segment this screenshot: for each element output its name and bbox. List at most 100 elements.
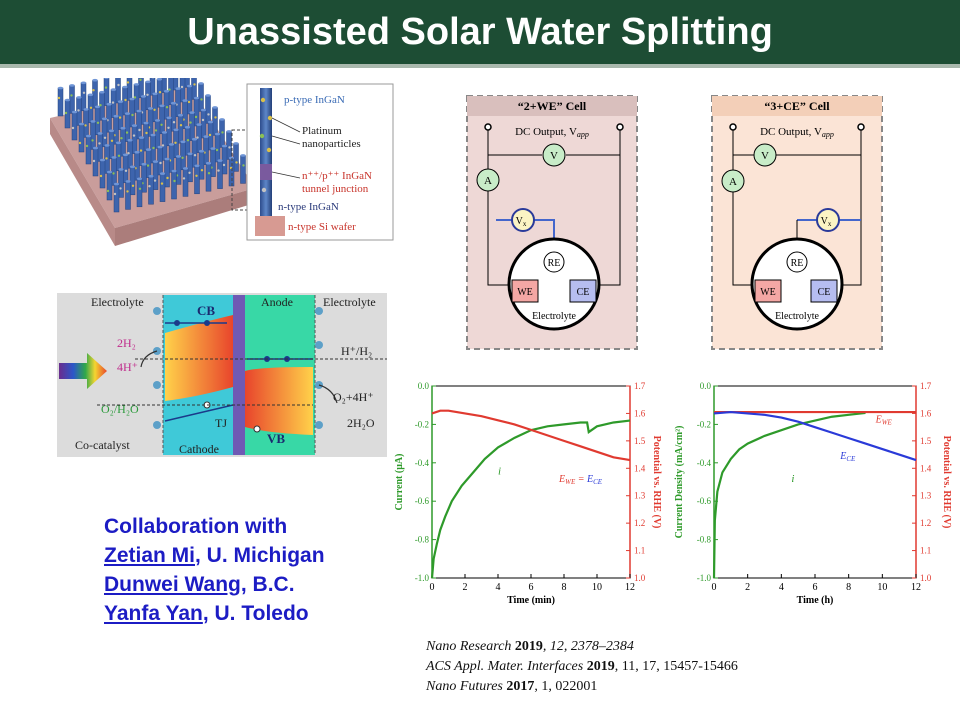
nanowire-top	[122, 153, 129, 157]
pt-particle	[161, 144, 165, 147]
y2-tick-label: 1.4	[920, 463, 932, 473]
pt-particle	[84, 124, 87, 127]
nanowire-top	[136, 177, 143, 181]
label-wafer: n-type Si wafer	[288, 221, 356, 233]
y-tick-label: -0.2	[697, 419, 711, 429]
nanowire-top	[164, 157, 170, 161]
pt-particle	[214, 116, 217, 119]
y2-tick-label: 1.7	[920, 381, 932, 391]
pt-particle	[153, 108, 156, 111]
nanowire-top	[141, 162, 147, 166]
single-nanowire	[260, 88, 272, 216]
pt-particle	[138, 128, 141, 132]
pt-particle	[242, 164, 245, 167]
pt-particle	[194, 115, 198, 119]
nanowire-top	[189, 111, 195, 114]
cell-a-dc-sub: app	[577, 130, 589, 139]
nanowire-top	[113, 182, 120, 186]
nanowire-top	[83, 108, 89, 111]
cell-b-a-meter	[721, 169, 745, 193]
label-tunnel-bottom: tunnel junction	[302, 183, 369, 195]
nanowire-top	[120, 126, 126, 130]
pt-particle	[127, 152, 130, 155]
nanowire-top	[101, 117, 108, 121]
x-tick-label: 10	[592, 582, 602, 593]
nanowire-top	[80, 81, 87, 85]
ref-3-year: 2017	[506, 679, 535, 694]
pt-particle	[126, 81, 130, 84]
nanowire-top	[76, 96, 82, 99]
y-tick-label: -0.2	[415, 419, 429, 429]
cell-a-vx-sub: x	[523, 220, 527, 228]
series-line-e-ce	[713, 410, 917, 462]
cell-a-re	[543, 251, 565, 273]
nanowire-top	[69, 84, 75, 87]
nanowire-top	[191, 137, 198, 141]
nanowire-top	[193, 96, 200, 100]
cell-a-ce-label: CE	[577, 287, 590, 298]
nanowire-top	[219, 118, 225, 121]
series-label-e-we-ce: EWE = ECE	[558, 474, 603, 486]
nanowire-top	[108, 129, 115, 133]
y-tick-label: -0.4	[697, 458, 712, 468]
svg-text:Vx: Vx	[821, 216, 832, 228]
cell-3ce-diagram: “3+CE” Cell DC Output, Vapp V A Vx RE WE…	[711, 95, 883, 350]
pt-particle	[112, 172, 115, 175]
cell-b-v-label: V	[761, 150, 769, 162]
collab-line-2: Dunwei Wang, B.C.	[104, 570, 325, 599]
pt-particle	[200, 169, 204, 172]
pt-particle	[160, 123, 163, 126]
y2-tick-label: 1.0	[920, 573, 932, 583]
series-label-e-we: EWE	[875, 414, 893, 426]
pt-particle	[160, 182, 164, 185]
x-tick-label: 0	[430, 582, 435, 593]
pt-particle	[126, 190, 129, 193]
pt-particle	[120, 137, 123, 140]
chart-current-vs-time-min: 0 2 4 6 8 10 12 0.0 -0.2 -0.4 -0.6 -0.8 -1.0 1.7 1.6 1.…	[394, 381, 662, 606]
nanowire-top	[187, 152, 193, 156]
nanowire-top	[129, 97, 135, 101]
pt-particle	[182, 177, 186, 180]
cell-b-re	[786, 251, 808, 273]
pt-particle	[152, 146, 155, 150]
collab-link-yan[interactable]: Yanfa Yan	[104, 602, 203, 625]
pt-particle	[165, 106, 169, 109]
nanowire-figure: p-type InGaN Platinum nanoparticles n⁺⁺/…	[50, 78, 394, 246]
nanowire-top	[184, 125, 191, 129]
cell-b-v-meter	[753, 143, 777, 167]
collab-aff-1: , U. Michigan	[195, 544, 325, 567]
pt-particle	[78, 141, 82, 145]
nanowire	[78, 123, 85, 153]
pt-particle	[71, 126, 75, 130]
nanowire-top	[152, 160, 159, 163]
cell-b-ce-label: CE	[818, 287, 831, 298]
label-2h2o: 2H₂O	[347, 416, 375, 430]
collab-link-mi[interactable]: Zetian Mi	[104, 544, 196, 567]
pt-particle	[153, 179, 157, 182]
ref-1-journal: Nano Research	[426, 639, 512, 654]
nanowire	[113, 183, 120, 213]
pt-particle	[186, 139, 190, 142]
pt-particle	[138, 187, 142, 190]
nanowire	[228, 157, 235, 187]
y-tick-label: -1.0	[697, 573, 712, 583]
nanowire-top	[147, 107, 154, 110]
pt-particle	[119, 187, 122, 190]
ref-1-year: 2019	[514, 639, 543, 654]
ref-2-journal: ACS Appl. Mater. Interfaces	[426, 659, 584, 674]
label-cocatalyst: Co-catalyst	[75, 438, 130, 452]
nanowire-top	[118, 168, 124, 171]
collab-link-wang[interactable]: Dunwei Wang	[104, 573, 241, 596]
nanowire-top	[152, 92, 158, 96]
nanowire-top	[205, 161, 212, 165]
y2-tick-label: 1.2	[634, 518, 645, 528]
pt-particle	[103, 136, 107, 139]
nanowire-top	[104, 78, 109, 79]
y-tick-label: -0.6	[697, 496, 712, 506]
nanowire-top	[57, 86, 64, 90]
x-tick-label: 2	[745, 582, 750, 593]
pt-particle	[179, 124, 183, 127]
nanowire-top	[145, 80, 151, 84]
cell-a-a-label: A	[484, 175, 492, 187]
nanowire	[148, 175, 154, 205]
